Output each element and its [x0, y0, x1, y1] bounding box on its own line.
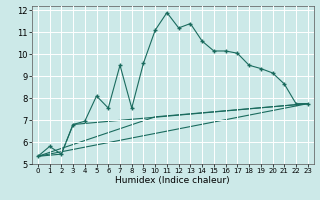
- X-axis label: Humidex (Indice chaleur): Humidex (Indice chaleur): [116, 176, 230, 185]
